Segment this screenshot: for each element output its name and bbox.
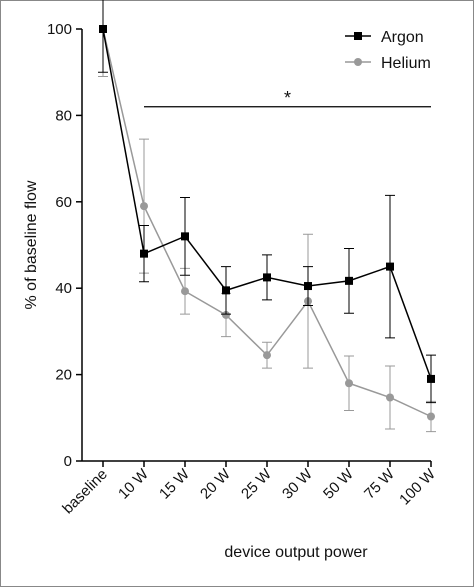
y-tick-label: 0 bbox=[64, 453, 72, 470]
y-tick-label: 100 bbox=[47, 21, 72, 38]
marker bbox=[427, 374, 435, 383]
marker bbox=[140, 202, 148, 211]
y-tick-label: 20 bbox=[55, 367, 72, 384]
marker bbox=[222, 310, 230, 319]
legend-label: Argon bbox=[381, 29, 424, 46]
marker bbox=[386, 393, 394, 402]
marker bbox=[181, 232, 189, 241]
marker bbox=[345, 379, 353, 388]
marker bbox=[263, 273, 271, 282]
marker bbox=[263, 351, 271, 360]
legend-marker bbox=[354, 58, 362, 66]
legend-marker bbox=[354, 32, 362, 40]
marker bbox=[140, 249, 148, 258]
x-axis-label: device output power bbox=[224, 544, 368, 561]
significance-label: * bbox=[284, 88, 291, 108]
marker bbox=[345, 276, 353, 285]
y-tick-label: 40 bbox=[55, 280, 72, 297]
y-tick-label: 80 bbox=[55, 107, 72, 124]
marker bbox=[427, 412, 435, 421]
y-tick-label: 60 bbox=[55, 194, 72, 211]
marker bbox=[304, 282, 312, 291]
legend-label: Helium bbox=[381, 55, 431, 72]
marker bbox=[386, 262, 394, 271]
marker bbox=[99, 25, 107, 33]
marker bbox=[181, 287, 189, 296]
marker bbox=[222, 286, 230, 295]
y-axis-label: % of baseline flow bbox=[23, 180, 40, 309]
